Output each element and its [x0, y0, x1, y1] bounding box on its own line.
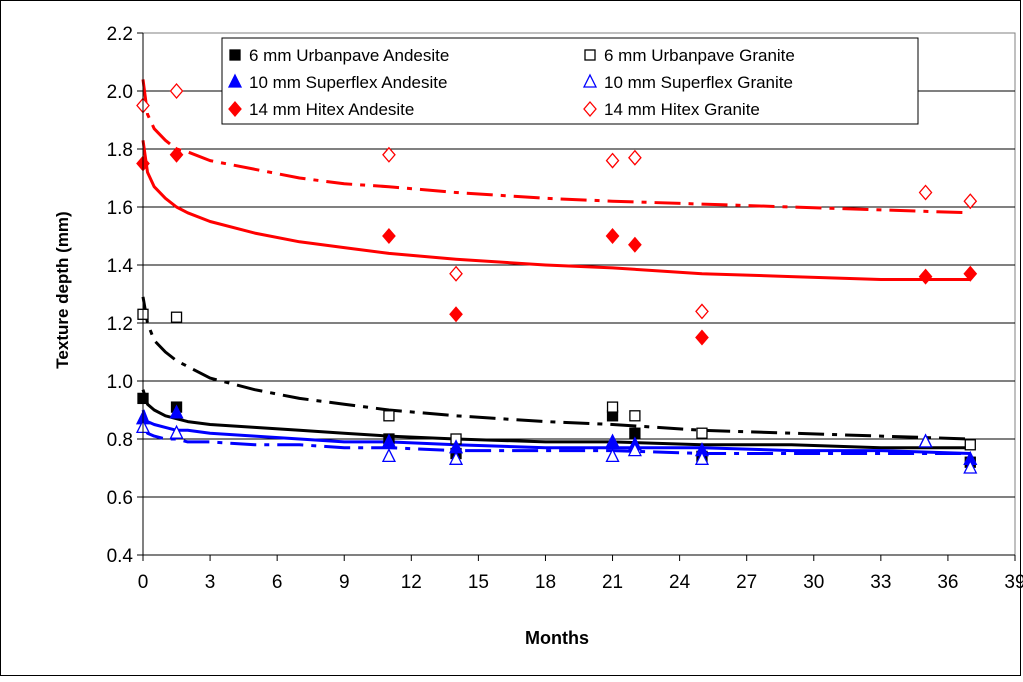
- x-tick-label: 33: [870, 572, 891, 593]
- data-point-series-2: [696, 427, 708, 439]
- x-tick-label: 6: [272, 572, 283, 593]
- x-tick-label: 15: [468, 572, 489, 593]
- y-tick-label: 2.0: [107, 82, 133, 103]
- data-point-series-3: [381, 433, 397, 448]
- legend-marker-series-3: [227, 73, 243, 88]
- data-point-series-4: [448, 450, 464, 465]
- y-tick-label: 1.6: [107, 198, 133, 219]
- legend-marker-series-1: [229, 49, 241, 61]
- data-point-series-5: [449, 306, 463, 323]
- data-point-series-5: [605, 228, 620, 244]
- data-point-series-4: [963, 459, 978, 474]
- x-tick-label: 12: [401, 572, 422, 593]
- data-point-series-2: [170, 311, 183, 323]
- legend-box: [221, 37, 919, 125]
- x-tick-label: 0: [138, 572, 149, 593]
- data-point-series-3: [605, 433, 620, 448]
- x-tick-label: 21: [602, 572, 623, 593]
- legend-marker-series-4: [582, 73, 598, 88]
- data-point-series-5: [695, 329, 709, 346]
- data-point-series-2: [964, 439, 976, 451]
- y-tick-label: 1.8: [107, 140, 133, 161]
- legend-label-series-4: 10 mm Superflex Granite: [604, 73, 793, 92]
- axes: 0.40.60.81.01.21.41.61.82.02.20 3 6 9 12 15 18…: [107, 24, 1023, 593]
- y-tick-label: 1.4: [107, 256, 134, 277]
- legend-label-series-5: 14 mm Hitex Andesite: [249, 100, 414, 119]
- legend-marker-series-6: [583, 101, 597, 117]
- trendline-series-4: [141, 423, 971, 455]
- y-tick-label: 2.2: [107, 24, 133, 45]
- data-point-series-6: [918, 184, 933, 201]
- data-point-series-5: [963, 265, 978, 282]
- y-tick-label: 0.6: [107, 488, 133, 509]
- data-point-series-2: [629, 410, 641, 422]
- x-tick-label: 18: [535, 572, 556, 593]
- legend-label-series-2: 6 mm Urbanpave Granite: [604, 46, 795, 65]
- y-tick-label: 1.2: [107, 314, 133, 335]
- data-point-series-5: [918, 268, 933, 285]
- trendline-series-2: [141, 296, 971, 441]
- data-point-series-3: [169, 404, 184, 419]
- x-tick-label: 27: [736, 572, 757, 593]
- data-point-series-4: [169, 424, 184, 439]
- data-point-series-6: [605, 152, 620, 169]
- legend-marker-series-2: [584, 49, 596, 61]
- data-point-series-4: [918, 433, 933, 448]
- x-tick-label: 3: [205, 572, 216, 593]
- y-tick-label: 0.8: [107, 430, 133, 451]
- legend: 6 mm Urbanpave Andesite 6 mm Urbanpave Gr…: [221, 37, 919, 125]
- data-point-series-4: [605, 447, 620, 463]
- x-tick-label: 36: [937, 572, 958, 593]
- x-tick-label: 9: [339, 572, 350, 593]
- legend-marker-series-5: [228, 101, 242, 117]
- trendline-series-3: [141, 409, 971, 455]
- data-point-series-6: [382, 146, 396, 163]
- data-point-series-5: [628, 236, 642, 253]
- x-tick-label: 39: [1004, 572, 1023, 593]
- data-point-series-6: [169, 83, 184, 99]
- data-point-series-6: [449, 265, 463, 282]
- data-point-series-2: [606, 401, 619, 413]
- y-tick-label: 0.4: [107, 546, 134, 567]
- trendline-series-1: [141, 389, 971, 450]
- data-point-series-6: [695, 303, 709, 320]
- data-point-series-5: [382, 228, 396, 244]
- trendline-series-5: [141, 140, 971, 281]
- legend-label-series-1: 6 mm Urbanpave Andesite: [249, 46, 449, 65]
- data-point-series-2: [383, 410, 395, 422]
- trendlines: [141, 79, 971, 455]
- data-point-series-6: [628, 149, 642, 166]
- legend-label-series-6: 14 mm Hitex Granite: [604, 100, 760, 119]
- y-axis-title: Texture depth (mm): [53, 211, 72, 368]
- x-axis-title: Months: [525, 628, 589, 648]
- y-tick-label: 1.0: [107, 372, 133, 393]
- data-point-series-5: [169, 146, 184, 163]
- x-tick-label: 30: [803, 572, 824, 593]
- data-point-series-4: [381, 447, 397, 463]
- data-point-series-4: [694, 450, 710, 465]
- data-point-series-4: [627, 442, 642, 457]
- data-point-series-6: [963, 193, 978, 210]
- legend-label-series-3: 10 mm Superflex Andesite: [249, 73, 447, 92]
- trendline-series-6: [141, 79, 971, 215]
- x-tick-label: 24: [669, 572, 691, 593]
